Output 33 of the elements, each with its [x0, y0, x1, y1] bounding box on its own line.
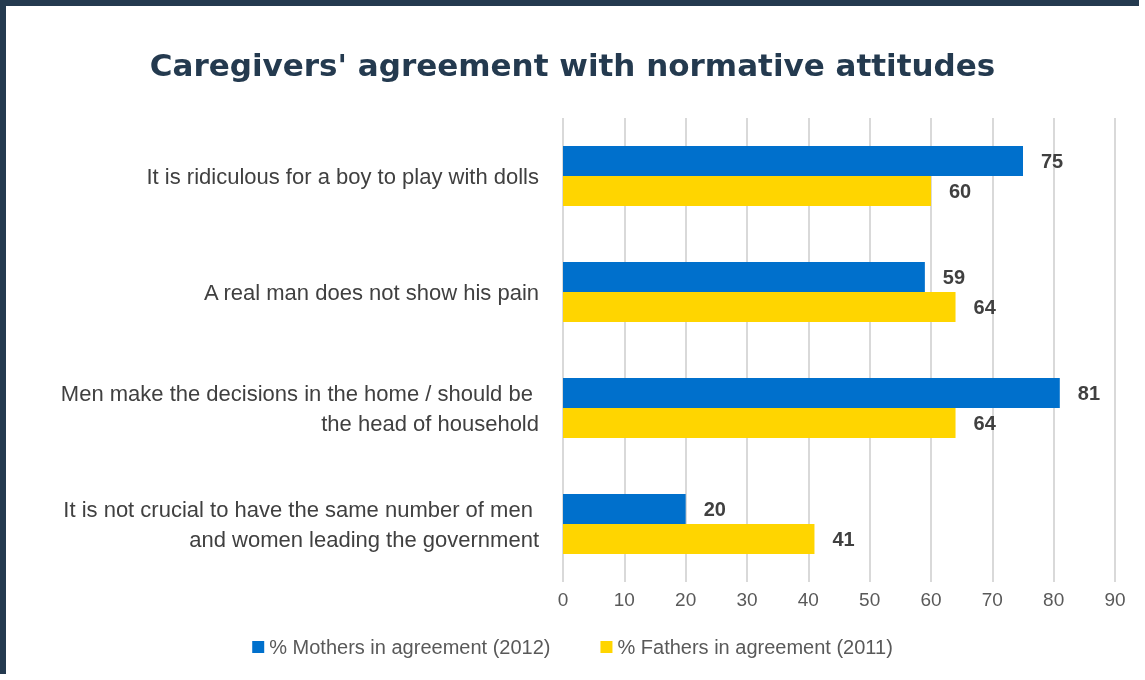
- data-label: 81: [1077, 382, 1101, 404]
- x-tick-label: 60: [920, 589, 942, 610]
- x-tick-label: 20: [675, 589, 697, 610]
- bar: [563, 378, 1060, 408]
- bar: [563, 176, 931, 206]
- y-tick-label: It is not crucial to have the same number of men and women leading the government: [63, 496, 539, 552]
- data-label: 59: [942, 266, 966, 288]
- data-label: 64: [973, 412, 997, 434]
- data-label: 20: [703, 498, 726, 520]
- bar: [563, 292, 956, 322]
- legend-label: % Mothers in agreement (2012): [269, 636, 551, 658]
- y-tick-label: Men make the decisions in the home / should be the head of household: [60, 380, 539, 436]
- bar: [563, 408, 956, 438]
- data-label: 41: [832, 528, 855, 550]
- x-tick-label: 0: [557, 589, 569, 610]
- x-tick-label: 30: [736, 589, 758, 610]
- x-tick-label: 70: [981, 589, 1003, 610]
- x-tick-label: 90: [1104, 589, 1126, 610]
- data-label: 64: [973, 296, 997, 318]
- data-label: 75: [1041, 150, 1064, 172]
- bar: [563, 494, 686, 524]
- data-label: 60: [949, 180, 972, 202]
- x-tick-label: 50: [859, 589, 881, 610]
- bar: [563, 524, 815, 554]
- y-tick-label: A real man does not show his pain: [203, 279, 539, 305]
- y-tick-label: It is ridiculous for a boy to play with dolls: [146, 163, 539, 189]
- bar: [563, 262, 925, 292]
- chart-title: Caregivers' agreement with normative attitudes: [149, 46, 996, 83]
- x-tick-label: 80: [1043, 589, 1065, 610]
- x-tick-label: 10: [613, 589, 635, 610]
- bar: [563, 146, 1023, 176]
- x-tick-label: 40: [797, 589, 819, 610]
- legend-label: % Fathers in agreement (2011): [617, 636, 893, 658]
